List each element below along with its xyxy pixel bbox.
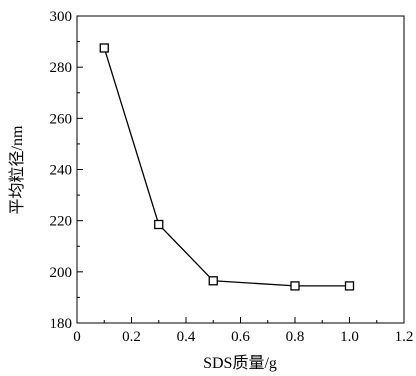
y-minor-ticks bbox=[77, 41, 80, 298]
x-tick-label: 0.8 bbox=[286, 329, 305, 345]
y-tick-label: 260 bbox=[50, 111, 73, 127]
x-tick-label: 0.2 bbox=[122, 329, 141, 345]
data-point-marker bbox=[290, 281, 300, 291]
x-tick-label: 0 bbox=[73, 329, 81, 345]
x-tick-label: 1.0 bbox=[340, 329, 359, 345]
series-markers bbox=[99, 43, 355, 291]
x-tick-label: 0.6 bbox=[231, 329, 250, 345]
y-axis-title: 平均粒径/nm bbox=[8, 125, 26, 214]
x-tick-label: 0.4 bbox=[177, 329, 196, 345]
series-line bbox=[103, 47, 350, 287]
plot-frame bbox=[76, 15, 405, 324]
x-minor-ticks bbox=[103, 320, 378, 323]
y-tick-label: 180 bbox=[50, 316, 73, 332]
data-point-marker bbox=[99, 43, 109, 53]
y-tick-label: 200 bbox=[50, 265, 73, 281]
y-axis-ticks: 180 200 220 240 260 280 300 bbox=[50, 9, 83, 332]
data-point-marker bbox=[344, 281, 355, 291]
x-axis-title: SDS质量/g bbox=[203, 354, 277, 372]
y-tick-label: 240 bbox=[50, 163, 73, 179]
data-point-marker bbox=[208, 276, 218, 286]
data-point-marker bbox=[154, 219, 164, 230]
x-tick-label: 1.2 bbox=[395, 329, 414, 345]
y-tick-label: 300 bbox=[50, 9, 73, 25]
y-tick-label: 220 bbox=[50, 214, 73, 230]
x-axis-ticks: 0 0.2 0.4 0.6 0.8 1.0 1.2 bbox=[73, 317, 413, 345]
y-tick-label: 280 bbox=[50, 60, 73, 76]
